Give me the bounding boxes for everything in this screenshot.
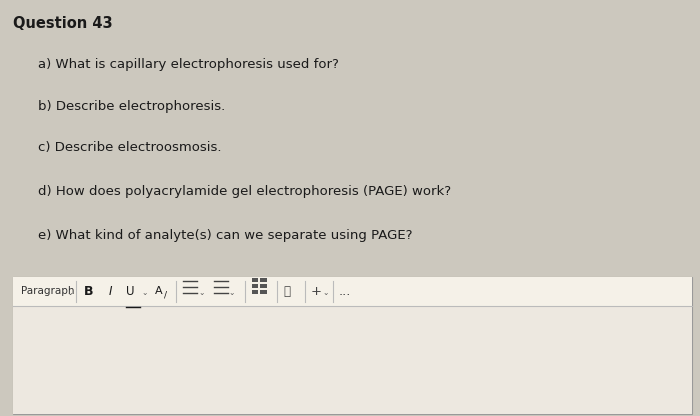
Text: U: U [126, 285, 134, 298]
Text: +: + [311, 285, 322, 298]
Bar [13, 307, 692, 414]
Text: ⌄: ⌄ [229, 287, 235, 297]
Text: d) How does polyacrylamide gel electrophoresis (PAGE) work?: d) How does polyacrylamide gel electroph… [38, 185, 452, 198]
Bar [252, 278, 258, 282]
Text: ⌄: ⌄ [66, 287, 73, 297]
Bar [260, 290, 267, 294]
Bar [252, 284, 258, 288]
Text: Question 43: Question 43 [13, 16, 112, 31]
Text: A: A [155, 286, 163, 296]
Text: I: I [108, 285, 112, 298]
Text: a) What is capillary electrophoresis used for?: a) What is capillary electrophoresis use… [38, 58, 340, 71]
Text: /: / [164, 291, 167, 300]
Bar [260, 284, 267, 288]
Text: ⌄: ⌄ [199, 287, 205, 297]
Bar [252, 290, 258, 294]
Text: B: B [84, 285, 94, 298]
Text: ...: ... [339, 285, 351, 298]
Text: ⌄: ⌄ [322, 287, 328, 297]
Bar [13, 277, 692, 414]
Text: c) Describe electroosmosis.: c) Describe electroosmosis. [38, 141, 222, 154]
Text: Paragraph: Paragraph [21, 286, 74, 296]
Bar [260, 278, 267, 282]
Text: b) Describe electrophoresis.: b) Describe electrophoresis. [38, 100, 225, 113]
Text: e) What kind of analyte(s) can we separate using PAGE?: e) What kind of analyte(s) can we separa… [38, 229, 413, 242]
Bar [13, 277, 692, 306]
Text: ⌄: ⌄ [141, 287, 148, 297]
Text: ⛓: ⛓ [284, 285, 290, 298]
